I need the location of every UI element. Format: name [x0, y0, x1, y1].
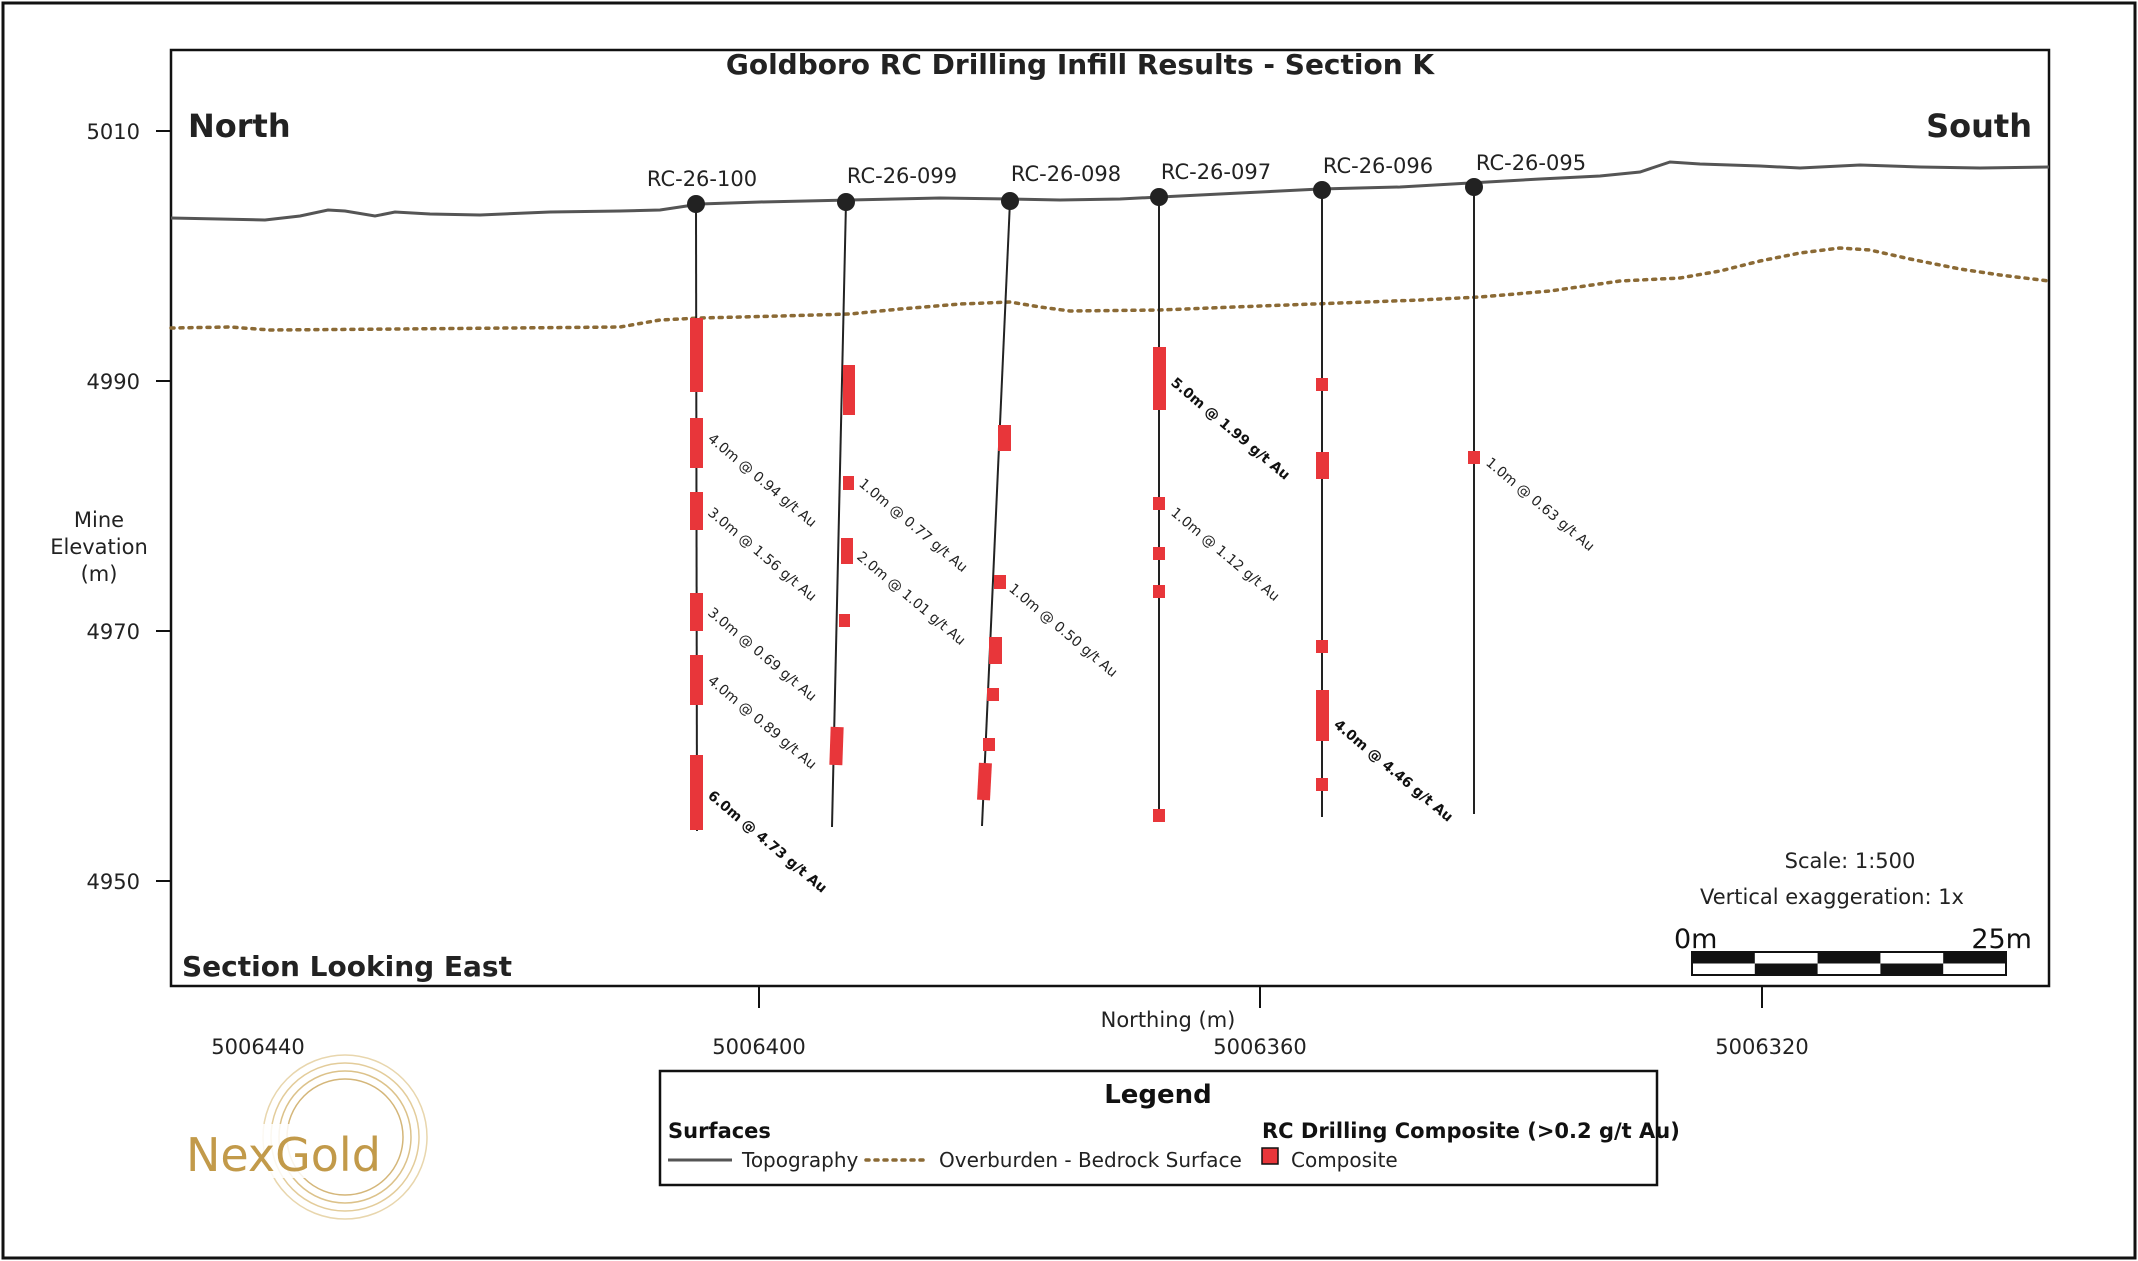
composite-interval [690, 492, 703, 530]
plot-frame [169, 48, 2051, 988]
composite-interval [994, 575, 1006, 589]
scale-bar-segment [1880, 963, 1944, 975]
chart-title: Goldboro RC Drilling Infill Results - Se… [726, 48, 1436, 81]
composite-interval [690, 593, 703, 631]
drillhole-label: RC-26-100 [647, 167, 757, 191]
composite-interval [1153, 809, 1165, 822]
collar-marker [687, 195, 705, 213]
drillhole-label: RC-26-095 [1476, 151, 1586, 175]
composite-interval [843, 365, 855, 415]
composite-interval [690, 418, 703, 468]
composite-interval [1316, 640, 1328, 653]
x-axis: 5006440 5006400 5006360 5006320 Northing… [211, 986, 1809, 1059]
overburden-bedrock-line [169, 246, 2051, 332]
composite-interval [1468, 451, 1480, 464]
composite-interval [977, 762, 992, 801]
drillhole-trace [981, 200, 1011, 827]
composite-interval [841, 538, 853, 564]
scale-bar-segment [1754, 963, 1818, 975]
y-axis-title-line: (m) [81, 562, 118, 586]
y-axis-title-line: Elevation [50, 535, 148, 559]
composite-interval [1153, 547, 1165, 560]
collar-marker [1150, 188, 1168, 206]
y-axis-title-line: Mine [74, 508, 124, 532]
drillhole-label: RC-26-098 [1011, 162, 1121, 186]
scale-bar-segment [1817, 952, 1881, 964]
drillhole-label: RC-26-097 [1161, 160, 1271, 184]
composite-interval [998, 425, 1011, 451]
scale-bar-segment [1692, 952, 1755, 964]
scale-text: Scale: 1:500 [1785, 849, 1916, 873]
legend-topography-label: Topography [741, 1148, 859, 1172]
composite-interval [1153, 347, 1166, 410]
composite-interval [839, 614, 850, 627]
x-tick-label: 5006440 [211, 1035, 305, 1059]
composite-interval [1153, 585, 1165, 598]
logo-wordmark: NexGold [186, 1128, 381, 1182]
composite-interval [1316, 452, 1329, 479]
composite-interval [843, 476, 854, 490]
composite-interval [989, 637, 1002, 664]
composite-interval [1316, 778, 1328, 791]
composite-interval [1316, 690, 1329, 741]
composite-interval [1316, 378, 1328, 391]
legend-composite-heading: RC Drilling Composite (>0.2 g/t Au) [1262, 1119, 1680, 1143]
logo-text-backdrop [176, 1124, 376, 1178]
x-tick-label: 5006360 [1213, 1035, 1307, 1059]
y-tick-label: 4970 [87, 620, 140, 644]
composite-interval [690, 655, 703, 705]
composite-interval [690, 755, 703, 830]
y-tick-label: 4950 [87, 870, 140, 894]
y-axis: 5010 4990 4970 4950 Mine Elevation (m) [50, 120, 171, 894]
legend: Legend Surfaces Topography Overburden - … [658, 1069, 1680, 1187]
collar-marker [837, 193, 855, 211]
drillhole-label: RC-26-099 [847, 164, 957, 188]
y-tick-label: 4990 [87, 370, 140, 394]
legend-box [658, 1069, 1659, 1187]
collar-marker [1001, 192, 1019, 210]
drillhole-trace [831, 201, 847, 828]
nexgold-logo: NexGold [176, 1054, 428, 1220]
composite-interval [1153, 497, 1165, 510]
legend-surfaces-heading: Surfaces [668, 1119, 771, 1143]
north-label: North [188, 107, 291, 145]
composite-interval [690, 318, 703, 392]
topography-line [170, 160, 2050, 222]
legend-composite-label: Composite [1291, 1148, 1398, 1172]
x-tick-label: 5006320 [1715, 1035, 1809, 1059]
legend-title: Legend [1104, 1080, 1212, 1110]
legend-overburden-label: Overburden - Bedrock Surface [939, 1148, 1242, 1172]
collar-marker [1313, 181, 1331, 199]
south-label: South [1926, 107, 2032, 145]
scale-bar-segment [1943, 952, 2006, 964]
collar-marker [1465, 178, 1483, 196]
x-tick-label: 5006400 [712, 1035, 806, 1059]
y-tick-label: 5010 [87, 120, 140, 144]
drillhole-label: RC-26-096 [1323, 154, 1433, 178]
legend-composite-swatch [1261, 1147, 1279, 1165]
scale-bar-start-label: 0m [1674, 924, 1717, 955]
scale-bar-end-label: 25m [1971, 924, 2032, 955]
x-axis-title: Northing (m) [1101, 1008, 1236, 1032]
scale-bar: 0m 25m [1674, 924, 2032, 976]
composite-interval [987, 688, 999, 701]
section-view-label: Section Looking East [182, 950, 512, 983]
composite-interval [829, 726, 844, 766]
vertical-exaggeration-text: Vertical exaggeration: 1x [1700, 885, 1964, 909]
composite-interval [983, 738, 995, 751]
